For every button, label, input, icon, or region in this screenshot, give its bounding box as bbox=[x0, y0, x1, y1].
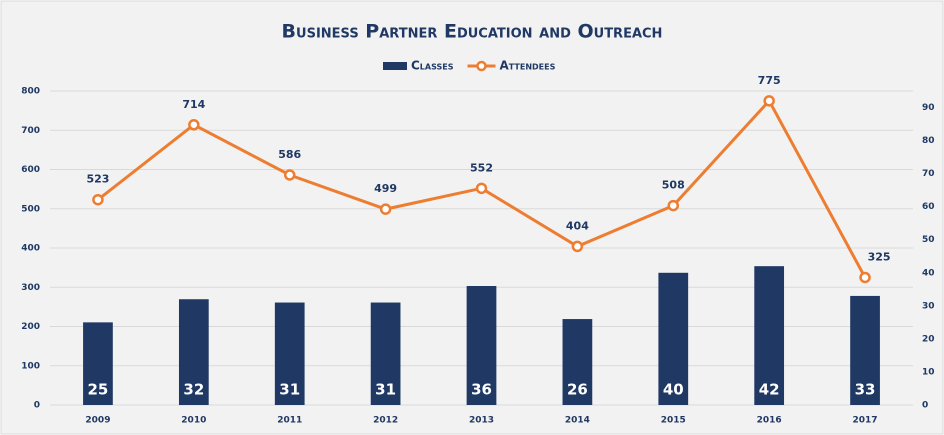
bar bbox=[658, 272, 689, 405]
x-tick-label: 2014 bbox=[565, 416, 590, 426]
bar bbox=[178, 299, 209, 405]
line-value-label: 552 bbox=[470, 161, 493, 174]
bar-value-label: 32 bbox=[183, 381, 204, 399]
bar bbox=[754, 266, 785, 405]
y2-tick-label: 30 bbox=[922, 301, 935, 311]
bar-value-label: 33 bbox=[855, 381, 876, 399]
line-marker bbox=[763, 95, 775, 107]
bar-value-label: 31 bbox=[279, 381, 300, 399]
line-marker bbox=[283, 169, 296, 181]
x-tick-label: 2010 bbox=[181, 416, 206, 426]
x-tick-label: 2016 bbox=[757, 416, 782, 426]
y2-tick-label: 70 bbox=[922, 169, 935, 179]
bar-value-label: 36 bbox=[471, 381, 492, 399]
y-tick-label: 700 bbox=[21, 126, 40, 136]
y2-tick-label: 10 bbox=[922, 367, 935, 377]
bar-value-label: 40 bbox=[663, 381, 684, 399]
y2-tick-label: 80 bbox=[922, 136, 935, 146]
legend-label: Classes bbox=[411, 59, 454, 73]
line-value-label: 508 bbox=[662, 179, 685, 192]
line-marker bbox=[667, 199, 680, 212]
y-tick-label: 600 bbox=[21, 165, 40, 175]
bar bbox=[466, 286, 497, 405]
line-value-label: 325 bbox=[868, 250, 891, 263]
y-tick-label: 0 bbox=[34, 401, 40, 411]
y-tick-label: 300 bbox=[21, 283, 40, 293]
y-tick-label: 500 bbox=[21, 204, 40, 214]
y2-tick-label: 60 bbox=[922, 202, 935, 212]
y-tick-label: 400 bbox=[21, 244, 40, 254]
y2-tick-label: 40 bbox=[922, 268, 935, 278]
y2-tick-label: 90 bbox=[922, 103, 935, 113]
line-value-label: 714 bbox=[182, 98, 205, 111]
line-value-label: 523 bbox=[86, 173, 109, 186]
line-marker bbox=[92, 193, 104, 206]
legend-marker bbox=[476, 60, 487, 72]
line-marker bbox=[475, 182, 488, 195]
line-value-label: 404 bbox=[566, 219, 589, 232]
x-tick-label: 2015 bbox=[661, 416, 686, 426]
x-tick-label: 2012 bbox=[373, 416, 398, 426]
x-tick-label: 2013 bbox=[469, 416, 494, 426]
y2-tick-label: 0 bbox=[922, 401, 928, 411]
bar-value-label: 42 bbox=[759, 381, 780, 399]
bar bbox=[274, 302, 305, 405]
x-tick-label: 2009 bbox=[85, 416, 110, 426]
bar bbox=[83, 322, 113, 405]
legend-label: Attendees bbox=[500, 59, 556, 73]
line-marker bbox=[859, 271, 871, 284]
y2-tick-label: 20 bbox=[922, 334, 935, 344]
y-tick-label: 200 bbox=[21, 322, 40, 332]
bar bbox=[850, 295, 880, 405]
line-value-label: 499 bbox=[374, 182, 397, 195]
line-marker bbox=[379, 203, 392, 215]
line-marker bbox=[188, 119, 200, 131]
chart-title: Business Partner Education and Outreach bbox=[282, 21, 663, 43]
line-value-label: 586 bbox=[278, 148, 301, 161]
bar-value-label: 26 bbox=[567, 381, 588, 399]
legend-swatch bbox=[383, 62, 407, 70]
bar bbox=[562, 319, 593, 405]
bar-value-label: 25 bbox=[88, 381, 109, 399]
x-tick-label: 2017 bbox=[853, 416, 878, 426]
y2-tick-label: 50 bbox=[922, 235, 935, 245]
x-tick-label: 2011 bbox=[277, 416, 302, 426]
bar bbox=[370, 302, 401, 405]
bar-value-label: 31 bbox=[375, 381, 396, 399]
line-marker bbox=[571, 240, 584, 253]
y-tick-label: 100 bbox=[21, 361, 40, 371]
line-value-label: 775 bbox=[758, 74, 781, 87]
y-tick-label: 800 bbox=[21, 87, 40, 97]
